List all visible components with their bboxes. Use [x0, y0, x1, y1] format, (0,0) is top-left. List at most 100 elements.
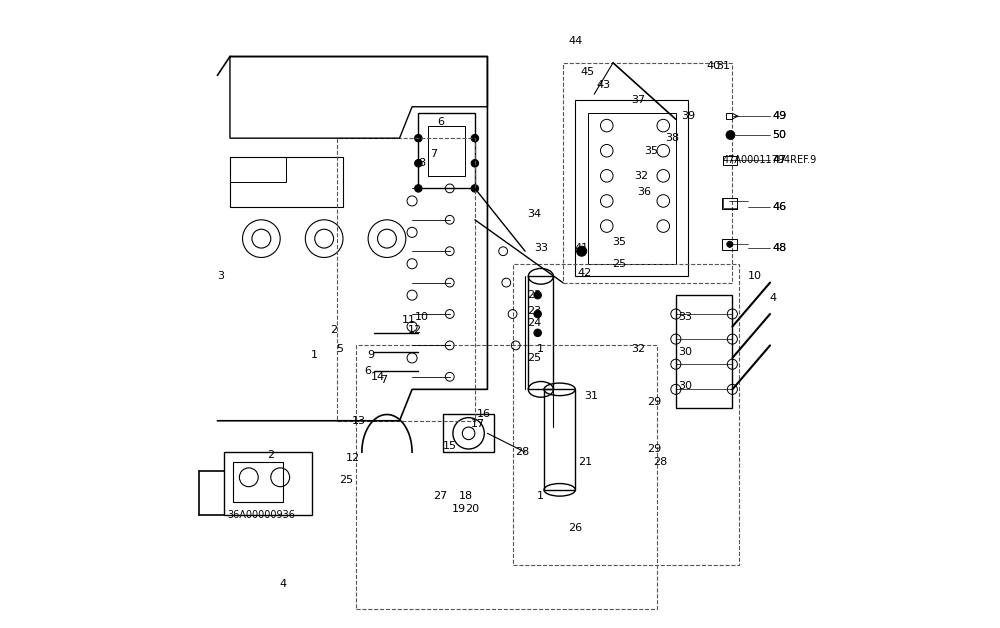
Text: 17: 17 — [471, 419, 485, 429]
Text: 47A00011794REF.9: 47A00011794REF.9 — [723, 155, 817, 165]
Circle shape — [471, 134, 479, 142]
Text: 47: 47 — [772, 155, 787, 165]
Bar — [723, 156, 737, 165]
Bar — [224, 452, 312, 515]
Text: 11: 11 — [402, 315, 416, 325]
Circle shape — [534, 329, 541, 337]
Text: 36: 36 — [637, 187, 651, 197]
Text: 43: 43 — [597, 80, 611, 90]
Text: 46: 46 — [772, 202, 787, 212]
Bar — [544, 389, 575, 490]
Text: 5: 5 — [336, 344, 343, 354]
Text: 16: 16 — [477, 409, 491, 420]
Text: 32: 32 — [634, 171, 648, 181]
Circle shape — [415, 160, 422, 167]
Text: 1: 1 — [537, 491, 544, 501]
Text: 33: 33 — [534, 243, 548, 253]
Text: 25: 25 — [612, 259, 626, 269]
Text: 19: 19 — [452, 504, 466, 514]
Text: 4: 4 — [280, 579, 287, 589]
Circle shape — [577, 246, 587, 256]
Circle shape — [415, 185, 422, 192]
Bar — [356, 345, 657, 609]
Text: 4: 4 — [770, 293, 777, 303]
Text: 7: 7 — [430, 149, 438, 159]
Text: 50: 50 — [772, 130, 786, 140]
Text: 25: 25 — [527, 353, 542, 363]
Text: 37: 37 — [631, 95, 645, 106]
Text: 45: 45 — [581, 67, 595, 77]
Bar — [575, 100, 688, 276]
Text: 28: 28 — [653, 457, 667, 467]
Text: 28: 28 — [515, 447, 529, 457]
Text: 41: 41 — [575, 243, 589, 253]
Bar — [676, 295, 732, 408]
Text: 34: 34 — [527, 208, 542, 219]
Text: 8: 8 — [418, 158, 425, 168]
Text: 22: 22 — [527, 290, 542, 300]
Circle shape — [534, 310, 541, 318]
Text: 3: 3 — [217, 271, 224, 281]
Text: 10: 10 — [415, 312, 428, 322]
Text: 13: 13 — [352, 416, 366, 426]
Text: 31: 31 — [716, 61, 730, 71]
Circle shape — [471, 160, 479, 167]
Text: 35: 35 — [612, 237, 626, 247]
Bar — [443, 414, 494, 452]
Text: 48: 48 — [772, 243, 787, 253]
Text: 21: 21 — [578, 457, 592, 467]
Text: 32: 32 — [631, 344, 645, 354]
Text: 30: 30 — [678, 381, 692, 391]
Bar — [726, 113, 732, 119]
Text: 33: 33 — [678, 312, 692, 322]
Text: 29: 29 — [647, 444, 661, 454]
Text: 23: 23 — [527, 306, 542, 316]
Text: 46: 46 — [772, 202, 787, 212]
Text: 2: 2 — [267, 450, 274, 460]
Bar — [528, 276, 553, 389]
Text: 18: 18 — [458, 491, 473, 501]
Bar — [337, 138, 475, 421]
Text: 49: 49 — [772, 111, 787, 121]
Text: 1: 1 — [311, 350, 318, 360]
Text: 2: 2 — [330, 325, 337, 335]
Text: 39: 39 — [681, 111, 695, 121]
Text: 40: 40 — [706, 61, 721, 71]
Text: 44: 44 — [568, 36, 582, 46]
Text: 47: 47 — [772, 155, 787, 165]
Bar — [563, 63, 732, 283]
Text: 1: 1 — [537, 344, 544, 354]
Circle shape — [727, 241, 733, 247]
Bar — [230, 157, 343, 207]
Text: 25: 25 — [339, 475, 353, 485]
Text: 27: 27 — [433, 491, 447, 501]
Text: 42: 42 — [578, 268, 592, 278]
Text: 14: 14 — [370, 372, 385, 382]
Text: 15: 15 — [443, 441, 457, 451]
Text: 9: 9 — [368, 350, 375, 360]
Text: 26: 26 — [568, 522, 582, 533]
Circle shape — [471, 185, 479, 192]
Text: 6: 6 — [365, 365, 372, 376]
Text: 31: 31 — [584, 391, 598, 401]
Text: 20: 20 — [465, 504, 479, 514]
Text: 30: 30 — [678, 347, 692, 357]
Bar — [233, 462, 283, 502]
Text: 12: 12 — [345, 453, 359, 463]
Text: 29: 29 — [647, 397, 661, 407]
Text: 12: 12 — [408, 325, 422, 335]
Text: 38: 38 — [666, 133, 680, 143]
Bar — [513, 264, 739, 565]
Text: 50: 50 — [772, 130, 786, 140]
Text: 24: 24 — [527, 318, 542, 328]
Text: 7: 7 — [380, 375, 387, 385]
Bar — [428, 126, 465, 176]
Text: 35: 35 — [644, 146, 658, 156]
Text: 48: 48 — [772, 243, 787, 253]
Bar — [722, 239, 737, 250]
Bar — [723, 198, 737, 208]
Bar — [588, 113, 676, 264]
Circle shape — [415, 134, 422, 142]
Text: 36A00000936: 36A00000936 — [227, 510, 295, 520]
Circle shape — [726, 131, 735, 139]
